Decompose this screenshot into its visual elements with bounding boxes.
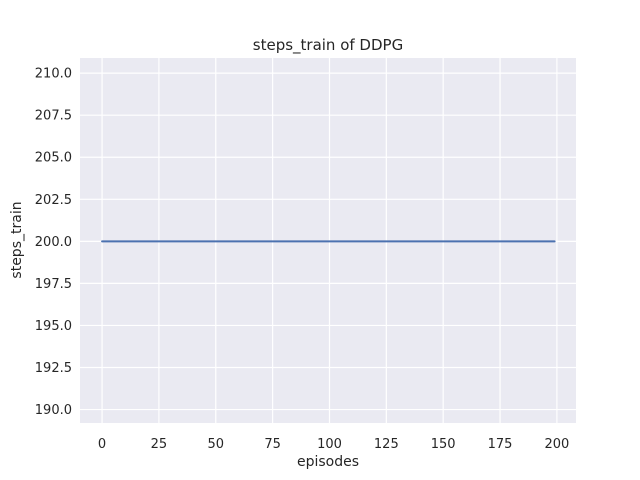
x-tick-label: 0 <box>98 437 106 452</box>
x-tick-label: 50 <box>207 437 224 452</box>
y-tick-label: 190.0 <box>35 403 72 418</box>
y-tick-label: 202.5 <box>35 193 72 208</box>
chart-title: steps_train of DDPG <box>252 36 404 54</box>
y-tick-label: 197.5 <box>35 277 72 292</box>
x-tick-label: 25 <box>151 437 168 452</box>
y-tick-label: 192.5 <box>35 361 72 376</box>
x-tick-label: 200 <box>544 437 569 452</box>
x-tick-label: 150 <box>431 437 456 452</box>
y-tick-label: 207.5 <box>35 109 72 124</box>
y-tick-label: 200.0 <box>35 235 72 250</box>
y-tick-label: 195.0 <box>35 319 72 334</box>
y-tick-label: 210.0 <box>35 67 72 82</box>
x-tick-label: 125 <box>374 437 399 452</box>
x-axis-label: episodes <box>296 454 360 470</box>
x-tick-label: 100 <box>317 437 342 452</box>
y-tick-label: 205.0 <box>35 151 72 166</box>
x-tick-label: 175 <box>488 437 513 452</box>
x-tick-label: 75 <box>264 437 281 452</box>
y-axis-label: steps_train <box>9 201 25 279</box>
